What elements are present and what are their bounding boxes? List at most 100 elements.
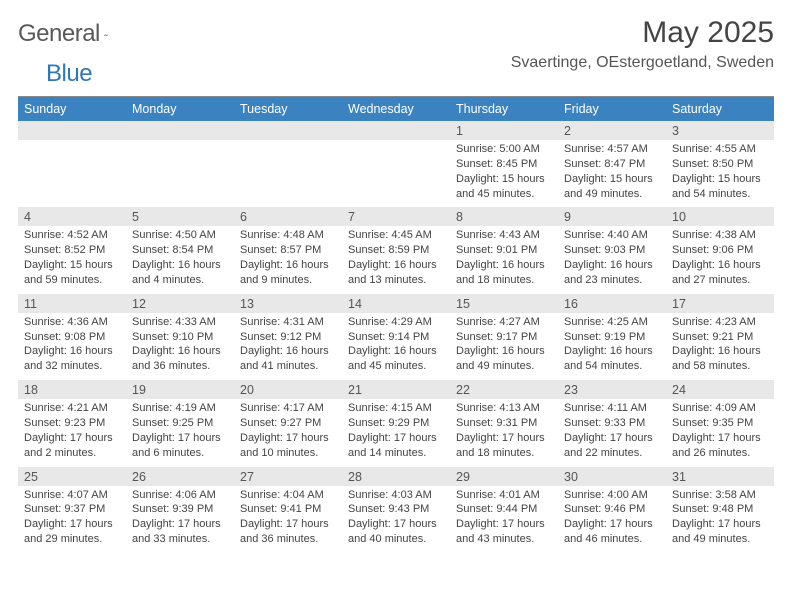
sunrise-line: Sunrise: 4:45 AM <box>348 228 444 243</box>
sunrise-line: Sunrise: 4:43 AM <box>456 228 552 243</box>
day-number: 1 <box>450 121 558 140</box>
daylight-line: Daylight: 15 hours and 49 minutes. <box>564 172 660 202</box>
day-info <box>18 140 126 207</box>
day-info: Sunrise: 4:17 AMSunset: 9:27 PMDaylight:… <box>234 399 342 466</box>
day-info: Sunrise: 4:55 AMSunset: 8:50 PMDaylight:… <box>666 140 774 207</box>
day-number: 21 <box>342 380 450 399</box>
daylight-line: Daylight: 16 hours and 23 minutes. <box>564 258 660 288</box>
day-info <box>126 140 234 207</box>
daylight-line: Daylight: 16 hours and 27 minutes. <box>672 258 768 288</box>
sunrise-line: Sunrise: 4:17 AM <box>240 401 336 416</box>
day-info: Sunrise: 4:11 AMSunset: 9:33 PMDaylight:… <box>558 399 666 466</box>
sunset-line: Sunset: 8:47 PM <box>564 157 660 172</box>
sunset-line: Sunset: 9:41 PM <box>240 502 336 517</box>
day-info: Sunrise: 4:29 AMSunset: 9:14 PMDaylight:… <box>342 313 450 380</box>
day-number: 20 <box>234 380 342 399</box>
day-number: 10 <box>666 207 774 226</box>
sunrise-line: Sunrise: 4:27 AM <box>456 315 552 330</box>
sunset-line: Sunset: 8:50 PM <box>672 157 768 172</box>
daylight-line: Daylight: 16 hours and 54 minutes. <box>564 344 660 374</box>
day-header: Thursday <box>450 97 558 121</box>
daylight-line: Daylight: 17 hours and 43 minutes. <box>456 517 552 547</box>
sunrise-line: Sunrise: 4:36 AM <box>24 315 120 330</box>
daylight-line: Daylight: 17 hours and 36 minutes. <box>240 517 336 547</box>
day-info: Sunrise: 4:38 AMSunset: 9:06 PMDaylight:… <box>666 226 774 293</box>
daylight-line: Daylight: 16 hours and 49 minutes. <box>456 344 552 374</box>
daylight-line: Daylight: 17 hours and 18 minutes. <box>456 431 552 461</box>
day-number: 16 <box>558 294 666 313</box>
daylight-line: Daylight: 17 hours and 29 minutes. <box>24 517 120 547</box>
day-info: Sunrise: 4:31 AMSunset: 9:12 PMDaylight:… <box>234 313 342 380</box>
daylight-line: Daylight: 17 hours and 6 minutes. <box>132 431 228 461</box>
day-info: Sunrise: 4:09 AMSunset: 9:35 PMDaylight:… <box>666 399 774 466</box>
day-info: Sunrise: 4:25 AMSunset: 9:19 PMDaylight:… <box>558 313 666 380</box>
day-info: Sunrise: 4:50 AMSunset: 8:54 PMDaylight:… <box>126 226 234 293</box>
daylight-line: Daylight: 16 hours and 4 minutes. <box>132 258 228 288</box>
daylight-line: Daylight: 16 hours and 18 minutes. <box>456 258 552 288</box>
sunset-line: Sunset: 8:52 PM <box>24 243 120 258</box>
day-info: Sunrise: 4:43 AMSunset: 9:01 PMDaylight:… <box>450 226 558 293</box>
daylight-line: Daylight: 17 hours and 2 minutes. <box>24 431 120 461</box>
day-header: Friday <box>558 97 666 121</box>
day-number: 2 <box>558 121 666 140</box>
sunrise-line: Sunrise: 4:03 AM <box>348 488 444 503</box>
sunset-line: Sunset: 9:35 PM <box>672 416 768 431</box>
day-info: Sunrise: 4:33 AMSunset: 9:10 PMDaylight:… <box>126 313 234 380</box>
sunset-line: Sunset: 9:29 PM <box>348 416 444 431</box>
sunrise-line: Sunrise: 4:57 AM <box>564 142 660 157</box>
daylight-line: Daylight: 16 hours and 13 minutes. <box>348 258 444 288</box>
daylight-line: Daylight: 15 hours and 45 minutes. <box>456 172 552 202</box>
day-header-row: SundayMondayTuesdayWednesdayThursdayFrid… <box>18 97 774 121</box>
day-number: 13 <box>234 294 342 313</box>
sunrise-line: Sunrise: 4:33 AM <box>132 315 228 330</box>
sunset-line: Sunset: 9:25 PM <box>132 416 228 431</box>
sunset-line: Sunset: 9:39 PM <box>132 502 228 517</box>
day-number: 14 <box>342 294 450 313</box>
day-number: 17 <box>666 294 774 313</box>
daynum-row: 45678910 <box>18 207 774 226</box>
daynum-row: 123 <box>18 121 774 140</box>
calendar-table: SundayMondayTuesdayWednesdayThursdayFrid… <box>18 96 774 553</box>
day-info: Sunrise: 4:19 AMSunset: 9:25 PMDaylight:… <box>126 399 234 466</box>
sunrise-line: Sunrise: 4:00 AM <box>564 488 660 503</box>
day-number <box>126 121 234 140</box>
sunset-line: Sunset: 9:08 PM <box>24 330 120 345</box>
day-number: 24 <box>666 380 774 399</box>
day-number: 19 <box>126 380 234 399</box>
day-info: Sunrise: 4:03 AMSunset: 9:43 PMDaylight:… <box>342 486 450 553</box>
sunset-line: Sunset: 9:37 PM <box>24 502 120 517</box>
day-number: 3 <box>666 121 774 140</box>
daylight-line: Daylight: 16 hours and 9 minutes. <box>240 258 336 288</box>
day-header: Saturday <box>666 97 774 121</box>
sail-icon <box>104 27 108 43</box>
day-number: 22 <box>450 380 558 399</box>
day-header: Monday <box>126 97 234 121</box>
sunrise-line: Sunrise: 4:23 AM <box>672 315 768 330</box>
daynum-row: 18192021222324 <box>18 380 774 399</box>
day-number: 23 <box>558 380 666 399</box>
daynum-row: 25262728293031 <box>18 467 774 486</box>
sunset-line: Sunset: 9:27 PM <box>240 416 336 431</box>
daylight-line: Daylight: 17 hours and 26 minutes. <box>672 431 768 461</box>
sunrise-line: Sunrise: 4:38 AM <box>672 228 768 243</box>
sunrise-line: Sunrise: 4:40 AM <box>564 228 660 243</box>
day-number <box>234 121 342 140</box>
title-block: May 2025 Svaertinge, OEstergoetland, Swe… <box>511 16 774 72</box>
day-number <box>342 121 450 140</box>
sunrise-line: Sunrise: 4:04 AM <box>240 488 336 503</box>
sunset-line: Sunset: 9:01 PM <box>456 243 552 258</box>
daylight-line: Daylight: 15 hours and 54 minutes. <box>672 172 768 202</box>
info-row: Sunrise: 4:52 AMSunset: 8:52 PMDaylight:… <box>18 226 774 293</box>
daylight-line: Daylight: 16 hours and 36 minutes. <box>132 344 228 374</box>
daylight-line: Daylight: 17 hours and 33 minutes. <box>132 517 228 547</box>
day-number: 26 <box>126 467 234 486</box>
sunrise-line: Sunrise: 3:58 AM <box>672 488 768 503</box>
daylight-line: Daylight: 17 hours and 10 minutes. <box>240 431 336 461</box>
day-number: 18 <box>18 380 126 399</box>
sunset-line: Sunset: 9:12 PM <box>240 330 336 345</box>
location-line: Svaertinge, OEstergoetland, Sweden <box>511 54 774 72</box>
sunrise-line: Sunrise: 4:55 AM <box>672 142 768 157</box>
sunrise-line: Sunrise: 4:01 AM <box>456 488 552 503</box>
day-info: Sunrise: 4:01 AMSunset: 9:44 PMDaylight:… <box>450 486 558 553</box>
sunset-line: Sunset: 8:45 PM <box>456 157 552 172</box>
